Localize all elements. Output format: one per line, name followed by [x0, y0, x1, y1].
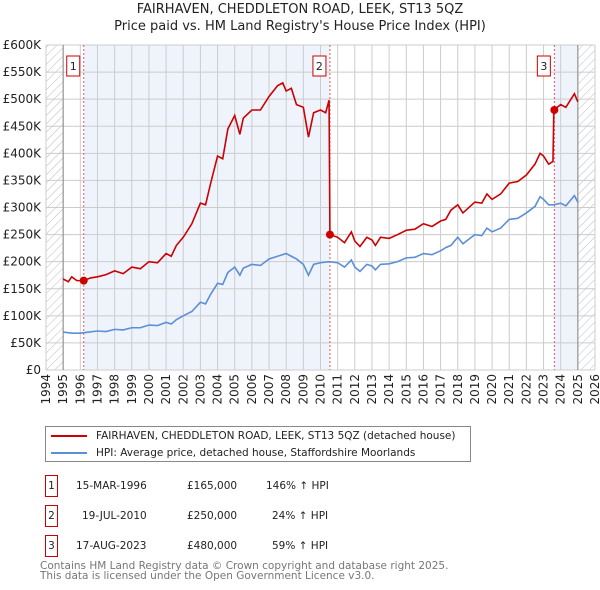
x-tick-label: 2014 [382, 374, 396, 405]
chart-subtitle: Price paid vs. HM Land Registry's House … [114, 19, 486, 34]
sale-marker-badge: 1 [45, 475, 58, 497]
footer-copyright: Contains HM Land Registry data © Crown c… [40, 560, 449, 572]
legend-item-property: FAIRHAVEN, CHEDDLETON ROAD, LEEK, ST13 5… [46, 428, 455, 444]
sale-date: 17-AUG-2023 [76, 540, 147, 552]
sale-hpi: 146% ↑ HPI [266, 480, 329, 492]
sale-price: £165,000 [187, 480, 238, 492]
price-chart: 1994 1995 1996 1997 1998 1999 2000 2001 2002 2003… [3, 38, 600, 405]
x-tick-label: 2001 [159, 374, 173, 405]
sale-row: 2 19-JUL-2010 £250,000 24% ↑ HPI [45, 505, 445, 527]
legend: FAIRHAVEN, CHEDDLETON ROAD, LEEK, ST13 5… [45, 426, 471, 462]
x-tick-label: 2007 [262, 374, 276, 405]
x-tick-label: 2012 [348, 374, 362, 405]
x-tick-label: 2004 [211, 374, 225, 405]
x-tick-label: 2003 [193, 374, 207, 405]
sale-price: £250,000 [187, 510, 238, 522]
legend-swatch-blue [51, 452, 87, 454]
x-tick-label: 2010 [314, 374, 328, 405]
x-tick-label: 2022 [519, 374, 533, 405]
sale-marker-badge: 3 [45, 535, 58, 557]
sale-row: 1 15-MAR-1996 £165,000 146% ↑ HPI [45, 475, 445, 497]
sale-marker-badge: 2 [45, 505, 58, 527]
x-tick-label: 1999 [125, 374, 139, 405]
sale-point [79, 276, 88, 285]
x-tick-label: 1995 [56, 374, 70, 405]
x-tick-label: 1996 [73, 374, 87, 405]
legend-swatch-red [51, 435, 87, 437]
y-tick-label: £0 [26, 363, 41, 377]
y-tick-label: £50K [10, 336, 42, 350]
x-tick-label: 2005 [228, 374, 242, 405]
x-tick-label: 2009 [296, 374, 310, 405]
x-tick-label: 2019 [468, 374, 482, 405]
x-tick-label: 2023 [537, 374, 551, 405]
footer-licence: This data is licensed under the Open Gov… [40, 570, 375, 582]
sale-point [550, 106, 559, 114]
property-price-line [62, 81, 579, 283]
sale-label-box [66, 55, 81, 77]
legend-label: FAIRHAVEN, CHEDDLETON ROAD, LEEK, ST13 5… [96, 430, 456, 442]
sale-hpi: 24% ↑ HPI [272, 510, 329, 522]
x-tick-label: 2011 [331, 374, 345, 405]
x-tick-label: 2017 [434, 374, 448, 405]
sale-hpi: 59% ↑ HPI [272, 540, 329, 552]
sale-label: 3 [540, 60, 547, 73]
x-tick-label: 1997 [90, 374, 104, 405]
sale-date: 19-JUL-2010 [82, 510, 147, 522]
x-tick-label: 2013 [365, 374, 379, 405]
x-tick-label: 2002 [176, 374, 190, 405]
x-tick-label: 2006 [245, 374, 259, 405]
x-tick-label: 2018 [451, 374, 465, 405]
y-tick-label: £300K [3, 201, 43, 215]
legend-item-hpi: HPI: Average price, detached house, Staf… [46, 445, 415, 461]
x-tick-label: 2020 [485, 374, 499, 405]
chart-title: FAIRHAVEN, CHEDDLETON ROAD, LEEK, ST13 5… [136, 2, 464, 17]
y-tick-label: £100K [3, 309, 43, 323]
sale-price: £480,000 [187, 540, 238, 552]
y-tick-label: £550K [3, 65, 43, 79]
x-tick-label: 2000 [142, 374, 156, 405]
legend-label: HPI: Average price, detached house, Staf… [96, 447, 416, 459]
sale-label-box [536, 55, 551, 77]
x-tick-label: 2015 [399, 374, 413, 405]
x-tick-label: 1994 [39, 374, 53, 405]
x-tick-label: 2016 [416, 374, 430, 405]
y-tick-label: £150K [3, 282, 43, 296]
sale-label: 1 [70, 60, 77, 73]
x-tick-label: 2025 [571, 374, 585, 405]
sale-label: 2 [316, 60, 323, 73]
x-tick-label: 2024 [554, 374, 568, 405]
sale-row: 3 17-AUG-2023 £480,000 59% ↑ HPI [45, 535, 445, 557]
y-tick-label: £250K [3, 228, 43, 242]
sale-point [325, 230, 334, 239]
x-tick-label: 2021 [502, 374, 516, 405]
y-tick-label: £450K [3, 119, 43, 133]
sale-label-box [312, 55, 327, 77]
sale-date: 15-MAR-1996 [76, 480, 147, 492]
y-tick-label: £400K [3, 146, 43, 160]
x-tick-label: 2026 [588, 374, 600, 405]
y-tick-label: £200K [3, 255, 43, 269]
x-tick-label: 1998 [108, 374, 122, 405]
hpi-line [63, 194, 579, 334]
y-tick-label: £600K [3, 38, 43, 52]
y-tick-label: £500K [3, 92, 43, 106]
y-tick-label: £350K [3, 173, 43, 187]
x-tick-label: 2008 [279, 374, 293, 405]
